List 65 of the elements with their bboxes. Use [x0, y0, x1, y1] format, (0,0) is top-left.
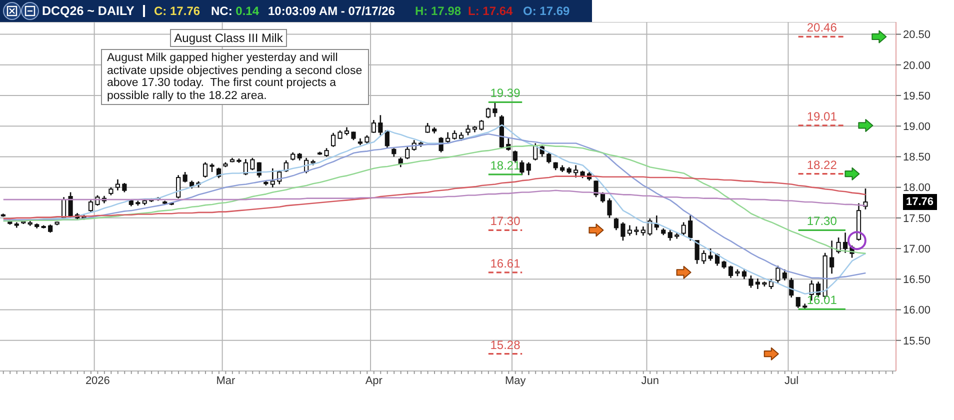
x-tick-label: Apr [365, 374, 383, 387]
x-tick-label: May [504, 374, 526, 387]
candlestick [728, 265, 734, 279]
x-tick-label: 2026 [85, 374, 110, 387]
candlestick [668, 230, 672, 242]
candlestick [863, 188, 868, 210]
ref-line-label: 15.28 [490, 338, 521, 352]
ref-line-label: 19.39 [490, 86, 521, 100]
text: NC: 0.14 [211, 4, 260, 18]
y-tick-label: 17.00 [903, 243, 931, 256]
candlestick [290, 152, 296, 162]
ref-line-label: 16.01 [806, 293, 838, 308]
candlestick [640, 226, 646, 236]
y-tick-label: 16.00 [903, 304, 931, 317]
chart-title: DCQ26 ~ DAILY [42, 3, 134, 19]
line-series [2, 144, 866, 254]
candlestick [21, 221, 26, 225]
candlestick [28, 220, 32, 227]
candlestick [708, 248, 713, 262]
candlestick [330, 132, 336, 148]
candlestick [526, 162, 531, 176]
candlestick [830, 240, 834, 274]
candlestick [755, 278, 760, 290]
text: O: 17.69 [523, 4, 570, 18]
candlestick [627, 224, 632, 236]
candlestick [472, 125, 478, 133]
text: 10:03:09 AM - 07/17/26 [268, 4, 395, 18]
candlestick [446, 132, 450, 144]
candlestick [115, 178, 120, 192]
ref-line-label: 16.61 [490, 256, 521, 270]
y-tick-label: 20.50 [903, 29, 931, 42]
candlestick [358, 138, 363, 146]
y-tick-label: 15.50 [903, 335, 931, 348]
y-tick-label: 17.50 [903, 212, 931, 225]
candlestick [546, 152, 552, 164]
ref-line-label: 17.30 [490, 214, 521, 228]
ref-line-label: 19.01 [806, 109, 838, 124]
y-tick-label: 18.00 [903, 182, 931, 194]
candlestick [378, 114, 383, 136]
x-tick-label: Jul [784, 374, 799, 387]
candlestick [344, 126, 350, 136]
y-tick-label: 20.00 [903, 60, 931, 72]
candlestick [492, 102, 498, 118]
candlestick [270, 168, 275, 188]
ref-line-label: 17.30 [806, 214, 838, 228]
y-tick-label: 18.50 [903, 152, 931, 164]
text: August Class III Milk [170, 29, 287, 47]
text: H: 17.98 [415, 4, 462, 18]
candlestick [176, 174, 181, 199]
text: 17.76 [903, 194, 937, 210]
x-tick-label: Jun [641, 374, 659, 387]
y-tick-label: 16.50 [903, 274, 931, 286]
y-tick-label: 19.00 [903, 120, 931, 133]
candlestick [574, 164, 578, 178]
text: L: 17.64 [468, 4, 513, 18]
ref-line-label: 18.22 [806, 158, 838, 172]
candlestick [371, 119, 376, 133]
ref-line-label: 20.46 [806, 20, 838, 35]
candlestick [702, 250, 706, 264]
annotation: August Milk gapped higher yesterday and will activate upside objectives pending a second close above 17.30 today. The first count projects a possible rally to the 18.22 area. [101, 49, 369, 105]
text: C: 17.76 [154, 4, 200, 18]
candlestick [842, 232, 848, 254]
x-tick-label: Mar [216, 374, 236, 387]
y-tick-label: 19.50 [903, 90, 931, 102]
candlestick [796, 297, 800, 309]
